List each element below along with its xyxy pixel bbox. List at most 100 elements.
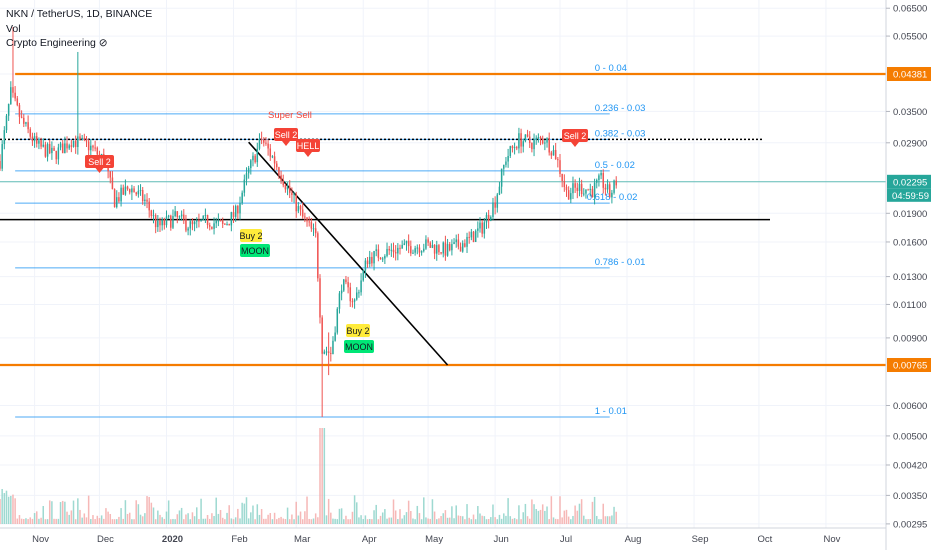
volume-bar bbox=[284, 519, 287, 524]
volume-bar bbox=[271, 519, 274, 524]
volume-bar bbox=[539, 509, 542, 524]
volume-bar bbox=[481, 515, 483, 524]
volume-bar bbox=[29, 517, 32, 524]
candle-body bbox=[293, 194, 295, 196]
candle-body bbox=[436, 245, 438, 254]
candle-body bbox=[338, 293, 341, 309]
candle-body bbox=[418, 247, 421, 253]
volume-bar bbox=[416, 505, 419, 524]
vol-indicator-label[interactable]: Vol bbox=[6, 22, 21, 35]
volume-bar bbox=[61, 500, 64, 524]
volume-bar bbox=[474, 519, 477, 524]
volume-bar bbox=[191, 512, 194, 524]
candle-body bbox=[90, 145, 92, 151]
candle-body bbox=[68, 145, 70, 149]
candle-body bbox=[38, 140, 40, 144]
volume-bar bbox=[100, 515, 103, 524]
candle-body bbox=[546, 137, 548, 143]
volume-bar bbox=[461, 516, 464, 524]
volume-bar bbox=[611, 515, 613, 524]
price-tick: 0.06500 bbox=[893, 4, 927, 15]
volume-bar bbox=[453, 518, 455, 524]
volume-bar bbox=[373, 510, 375, 524]
candle-body bbox=[373, 251, 375, 264]
price-tag: 0.00765 bbox=[893, 361, 927, 372]
candle-body bbox=[487, 214, 490, 221]
candle-body bbox=[518, 133, 520, 149]
volume-bar bbox=[206, 514, 209, 524]
volume-bar bbox=[286, 507, 289, 524]
symbol-title[interactable]: NKN / TetherUS, 1D, BINANCE bbox=[6, 8, 153, 20]
candle-body bbox=[474, 230, 477, 242]
volume-bar bbox=[494, 517, 496, 524]
volume-bar bbox=[131, 519, 133, 524]
candle-body bbox=[392, 249, 395, 253]
volume-bar bbox=[533, 504, 535, 524]
volume-bar bbox=[234, 517, 237, 524]
volume-bar bbox=[338, 508, 341, 524]
volume-bar bbox=[59, 502, 62, 524]
candle-body bbox=[185, 219, 187, 231]
candle-body bbox=[16, 98, 19, 106]
candle-body bbox=[327, 351, 330, 353]
volume-bar bbox=[250, 512, 252, 524]
volume-bar bbox=[399, 509, 401, 524]
candle-body bbox=[100, 153, 103, 155]
volume-bar bbox=[585, 519, 587, 524]
candle-body bbox=[3, 130, 6, 145]
volume-bar bbox=[70, 510, 73, 524]
price-tick: 0.01600 bbox=[893, 237, 927, 248]
volume-bar bbox=[20, 518, 23, 524]
volume-bar bbox=[347, 519, 349, 524]
volume-bar bbox=[384, 509, 386, 524]
volume-bar bbox=[583, 515, 585, 524]
candle-body bbox=[522, 141, 524, 147]
buy-signal-2: Buy 2 bbox=[346, 326, 369, 336]
countdown: 04:59:59 bbox=[892, 191, 929, 202]
buy-signal-2-bg bbox=[346, 324, 370, 337]
candle-body bbox=[308, 221, 310, 223]
candle-body bbox=[263, 139, 265, 143]
price-tick: 0.00420 bbox=[893, 460, 927, 471]
candle-body bbox=[479, 222, 481, 229]
candle-body bbox=[332, 340, 334, 354]
volume-bar bbox=[10, 495, 12, 524]
volume-bar bbox=[213, 516, 215, 524]
candle-body bbox=[537, 137, 540, 139]
time-tick: Feb bbox=[231, 534, 247, 545]
volume-bar bbox=[269, 513, 272, 524]
price-tick: 0.02900 bbox=[893, 138, 927, 149]
candle-body bbox=[325, 351, 328, 353]
volume-bar bbox=[457, 515, 460, 524]
candle-body bbox=[557, 159, 559, 161]
candle-body bbox=[340, 290, 343, 294]
candle-body bbox=[278, 167, 280, 176]
candle-body bbox=[59, 143, 62, 148]
time-tick: Jul bbox=[560, 534, 572, 545]
volume-bar bbox=[174, 519, 176, 524]
volume-bar bbox=[444, 510, 447, 524]
volume-bar bbox=[407, 500, 410, 524]
candle-body bbox=[23, 117, 25, 124]
candle-body bbox=[36, 136, 38, 144]
candle-body bbox=[306, 217, 308, 222]
candle-body bbox=[0, 161, 1, 169]
volume-bar bbox=[219, 509, 222, 524]
volume-bar bbox=[232, 519, 235, 524]
volume-bar bbox=[198, 519, 200, 524]
volume-bar bbox=[120, 508, 122, 524]
volume-bar bbox=[81, 517, 83, 524]
grid bbox=[0, 0, 886, 528]
volume-bar bbox=[25, 518, 27, 524]
candle-body bbox=[174, 211, 176, 217]
candle-body bbox=[431, 244, 434, 248]
volume-bar bbox=[319, 428, 321, 524]
candle-body bbox=[459, 246, 462, 252]
volume-bar bbox=[12, 494, 14, 524]
volume-bar bbox=[92, 515, 94, 524]
crypto-engineering-label[interactable]: Crypto Engineering ⊘ bbox=[6, 37, 108, 49]
volume-bar bbox=[550, 496, 553, 524]
volume-bar bbox=[548, 519, 550, 524]
candle-body bbox=[317, 233, 319, 279]
